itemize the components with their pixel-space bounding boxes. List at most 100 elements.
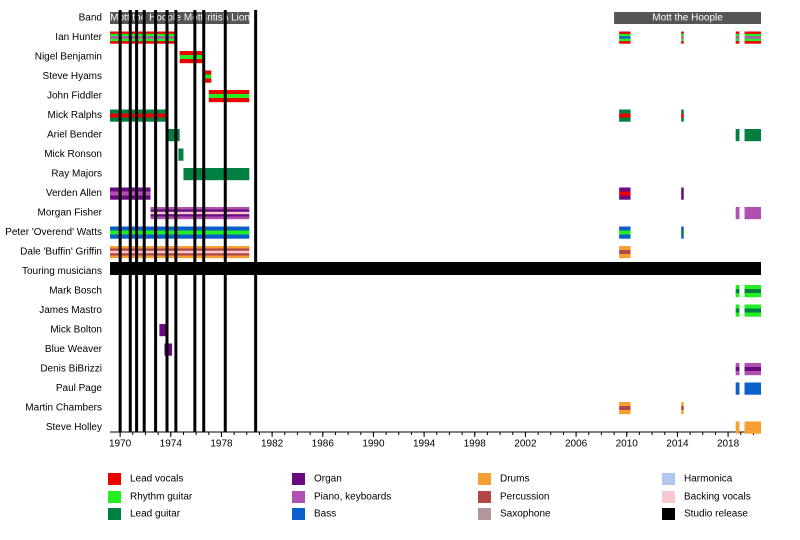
legend-swatch: [662, 508, 675, 520]
member-bar: [735, 207, 740, 220]
member-bar: [735, 363, 740, 376]
member-bar: [208, 90, 250, 103]
role-stripe: [619, 246, 631, 251]
legend-swatch: [478, 491, 491, 503]
role-stripe: [150, 209, 250, 212]
band-bar: [206, 12, 250, 24]
row-label: Nigel Benjamin: [35, 52, 102, 63]
member-bar: [159, 324, 166, 337]
row-label: Mick Ralphs: [48, 110, 102, 121]
role-stripe: [619, 41, 631, 44]
legend-label: Rhythm guitar: [130, 492, 193, 503]
member-bar: [619, 109, 631, 122]
x-tick-label: 2018: [717, 439, 740, 450]
row-label: Touring musicians: [22, 266, 102, 277]
member-bar: [110, 226, 250, 239]
role-stripe: [735, 33, 740, 37]
role-stripe: [744, 41, 761, 44]
member-bar: [744, 129, 761, 142]
role-stripe: [619, 250, 631, 255]
legend-swatch: [108, 473, 121, 485]
role-stripe: [159, 324, 166, 337]
role-stripe: [150, 211, 250, 215]
member-bar: [735, 285, 740, 298]
row-label: Morgan Fisher: [38, 208, 103, 219]
member-bar: [681, 402, 684, 415]
role-stripe: [744, 289, 761, 294]
role-stripe: [744, 285, 761, 290]
role-stripe: [744, 293, 761, 298]
role-stripe: [110, 226, 250, 231]
role-stripe: [744, 207, 761, 220]
role-stripe: [735, 41, 740, 44]
role-stripe: [744, 31, 761, 35]
role-stripe: [735, 289, 740, 294]
member-bar: [619, 187, 631, 200]
role-stripe: [681, 234, 684, 239]
row-label: Steve Holley: [46, 422, 102, 433]
role-stripe: [735, 293, 740, 298]
role-stripe: [735, 308, 740, 313]
role-stripe: [735, 36, 740, 39]
row-label: Band: [79, 13, 102, 24]
legend-label: Harmonica: [684, 474, 733, 485]
row-label: Mick Ronson: [44, 149, 102, 160]
member-bar: [744, 207, 761, 220]
role-stripe: [110, 248, 250, 251]
role-stripe: [110, 253, 250, 256]
role-stripe: [619, 254, 631, 259]
member-bar: [744, 363, 761, 376]
role-stripe: [744, 367, 761, 372]
x-tick-label: 1978: [210, 439, 233, 450]
role-stripe: [619, 226, 631, 231]
role-stripe: [179, 55, 204, 60]
member-bar: [735, 304, 740, 317]
role-stripe: [735, 285, 740, 290]
member-bar: [681, 226, 684, 239]
member-bar: [203, 70, 212, 83]
role-stripe: [735, 363, 740, 368]
member-bar: [619, 246, 631, 259]
role-stripe: [735, 312, 740, 317]
row-label: Mark Bosch: [49, 286, 102, 297]
legend-swatch: [292, 473, 305, 485]
role-stripe: [735, 129, 740, 142]
role-stripe: [744, 371, 761, 376]
role-stripe: [681, 31, 684, 35]
member-bar: [619, 31, 631, 44]
role-stripe: [619, 195, 631, 200]
role-stripe: [619, 33, 631, 37]
legend-swatch: [478, 508, 491, 520]
role-stripe: [619, 38, 631, 42]
role-stripe: [681, 410, 684, 415]
role-stripe: [619, 113, 631, 118]
x-tick-label: 1994: [413, 439, 436, 450]
x-tick-label: 2006: [565, 439, 588, 450]
legend-swatch: [108, 491, 121, 503]
role-stripe: [619, 187, 631, 192]
legend-label: Lead guitar: [130, 509, 181, 520]
role-stripe: [735, 367, 740, 372]
member-bar: [735, 31, 740, 44]
role-stripe: [208, 98, 250, 103]
row-label: Ray Majors: [51, 169, 102, 180]
member-bar: [179, 51, 204, 64]
role-stripe: [735, 31, 740, 35]
role-stripe: [203, 78, 212, 83]
role-stripe: [744, 304, 761, 309]
role-stripe: [681, 109, 684, 114]
row-label: Ariel Bender: [47, 130, 103, 141]
x-tick-label: 2010: [616, 439, 639, 450]
role-stripe: [619, 109, 631, 114]
row-label: Mick Bolton: [50, 325, 102, 336]
band-bar: [614, 12, 761, 24]
member-bar: [744, 31, 761, 44]
role-stripe: [744, 421, 761, 434]
x-tick-label: 1986: [312, 439, 335, 450]
member-bar: [735, 129, 740, 142]
legend-label: Piano, keyboards: [314, 492, 391, 503]
role-stripe: [744, 312, 761, 317]
member-bar: [744, 382, 761, 395]
role-stripe: [619, 36, 631, 39]
role-stripe: [619, 234, 631, 239]
